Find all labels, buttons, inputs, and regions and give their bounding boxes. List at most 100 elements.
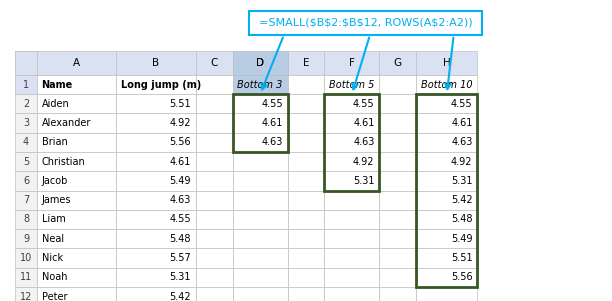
Bar bbox=[37, 248, 116, 268]
Bar bbox=[116, 229, 196, 248]
Text: 4.92: 4.92 bbox=[451, 157, 472, 167]
Text: Alexander: Alexander bbox=[42, 118, 91, 128]
Bar bbox=[233, 268, 288, 287]
Text: 4: 4 bbox=[23, 137, 29, 147]
Text: A: A bbox=[73, 58, 80, 68]
Bar bbox=[324, 210, 379, 229]
Text: 4.92: 4.92 bbox=[170, 118, 191, 128]
Bar bbox=[379, 113, 416, 133]
Bar bbox=[196, 268, 233, 287]
Text: 4.63: 4.63 bbox=[170, 195, 191, 205]
Bar bbox=[15, 75, 37, 94]
Bar bbox=[196, 191, 233, 210]
Bar bbox=[15, 51, 37, 75]
Bar bbox=[37, 287, 116, 301]
Text: 4.55: 4.55 bbox=[353, 99, 375, 109]
Bar bbox=[288, 171, 324, 191]
Bar bbox=[196, 171, 233, 191]
Bar bbox=[37, 210, 116, 229]
Bar bbox=[324, 191, 379, 210]
Bar bbox=[37, 75, 116, 94]
Bar bbox=[15, 51, 37, 75]
Text: 12: 12 bbox=[20, 292, 32, 301]
Text: 4.63: 4.63 bbox=[451, 137, 472, 147]
Bar bbox=[288, 229, 324, 248]
Bar bbox=[15, 94, 37, 113]
Bar bbox=[233, 248, 288, 268]
Bar bbox=[233, 287, 288, 301]
Text: 5.42: 5.42 bbox=[170, 292, 191, 301]
Bar bbox=[324, 51, 379, 75]
Bar bbox=[324, 248, 379, 268]
Text: 5.56: 5.56 bbox=[170, 137, 191, 147]
Bar bbox=[196, 210, 233, 229]
Bar bbox=[288, 75, 324, 94]
Bar bbox=[196, 113, 233, 133]
Bar bbox=[233, 94, 288, 152]
Bar bbox=[233, 133, 288, 152]
Text: 5: 5 bbox=[23, 157, 29, 167]
Text: Bottom 5: Bottom 5 bbox=[329, 79, 375, 90]
Bar bbox=[379, 94, 416, 113]
Text: Bottom 3: Bottom 3 bbox=[237, 79, 283, 90]
Text: Christian: Christian bbox=[42, 157, 85, 167]
Text: D: D bbox=[256, 58, 264, 68]
Bar bbox=[15, 229, 37, 248]
Text: 4.63: 4.63 bbox=[261, 137, 283, 147]
Bar bbox=[416, 229, 477, 248]
Text: 4.61: 4.61 bbox=[261, 118, 283, 128]
Bar bbox=[379, 152, 416, 171]
Text: Jacob: Jacob bbox=[42, 176, 68, 186]
Text: 4.63: 4.63 bbox=[353, 137, 375, 147]
Bar bbox=[324, 94, 379, 113]
Bar bbox=[233, 51, 288, 75]
Bar bbox=[249, 11, 482, 35]
Bar bbox=[324, 113, 379, 133]
Text: 4.61: 4.61 bbox=[451, 118, 472, 128]
Bar bbox=[116, 75, 196, 94]
Bar bbox=[288, 191, 324, 210]
Text: 5.51: 5.51 bbox=[451, 253, 472, 263]
Bar bbox=[416, 94, 477, 287]
Bar bbox=[37, 113, 116, 133]
Text: 5.31: 5.31 bbox=[451, 176, 472, 186]
Bar bbox=[37, 229, 116, 248]
Text: 5.57: 5.57 bbox=[169, 253, 191, 263]
Bar bbox=[37, 51, 116, 75]
Text: H: H bbox=[443, 58, 450, 68]
Bar bbox=[324, 287, 379, 301]
Text: 4.55: 4.55 bbox=[170, 214, 191, 225]
Text: 5.48: 5.48 bbox=[451, 214, 472, 225]
Bar bbox=[37, 191, 116, 210]
Bar bbox=[324, 75, 379, 94]
Bar bbox=[116, 210, 196, 229]
Bar bbox=[116, 94, 196, 113]
Text: Name: Name bbox=[42, 79, 73, 90]
Bar bbox=[233, 113, 288, 133]
Text: 4.61: 4.61 bbox=[170, 157, 191, 167]
Bar bbox=[37, 152, 116, 171]
Bar bbox=[324, 152, 379, 171]
Bar bbox=[379, 51, 416, 75]
Text: Liam: Liam bbox=[42, 214, 65, 225]
Bar bbox=[37, 94, 116, 113]
Text: Aiden: Aiden bbox=[42, 99, 69, 109]
Bar bbox=[196, 94, 233, 113]
Bar bbox=[196, 248, 233, 268]
Bar bbox=[116, 152, 196, 171]
Bar bbox=[15, 191, 37, 210]
Bar bbox=[324, 171, 379, 191]
Bar bbox=[416, 113, 477, 133]
Text: Bottom 10: Bottom 10 bbox=[421, 79, 472, 90]
Bar bbox=[116, 248, 196, 268]
Text: E: E bbox=[303, 58, 309, 68]
Text: Noah: Noah bbox=[42, 272, 67, 282]
Bar bbox=[233, 229, 288, 248]
Bar bbox=[379, 210, 416, 229]
Bar bbox=[324, 229, 379, 248]
Text: 10: 10 bbox=[20, 253, 32, 263]
Bar bbox=[233, 191, 288, 210]
Text: 4.61: 4.61 bbox=[353, 118, 375, 128]
Text: 5.49: 5.49 bbox=[170, 176, 191, 186]
Bar bbox=[416, 133, 477, 152]
